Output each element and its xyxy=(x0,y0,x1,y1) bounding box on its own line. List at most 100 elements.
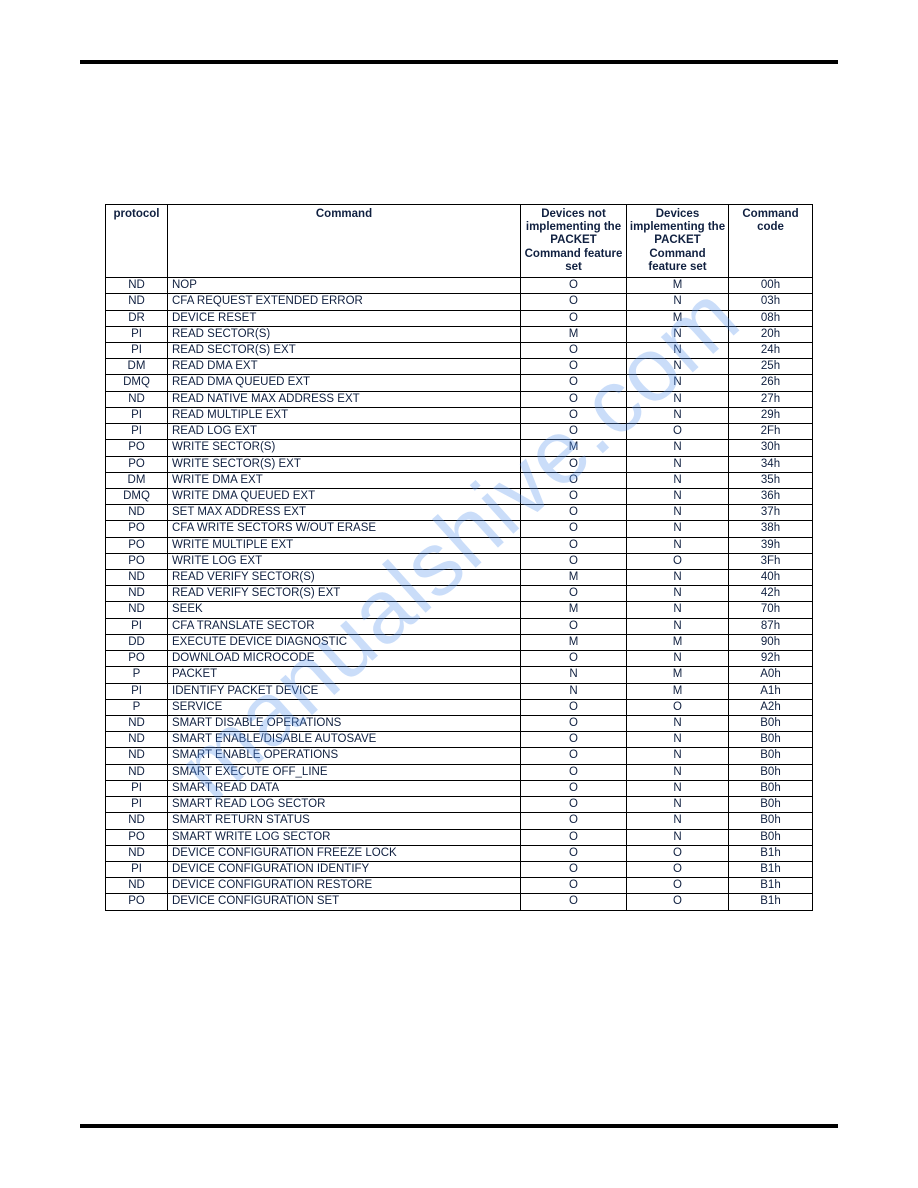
table-row: NDDEVICE CONFIGURATION RESTOREOOB1h xyxy=(106,878,813,894)
cell-dni: O xyxy=(521,813,627,829)
cell-code: 34h xyxy=(729,456,813,472)
cell-code: 25h xyxy=(729,359,813,375)
cell-code: B0h xyxy=(729,716,813,732)
cell-code: 2Fh xyxy=(729,424,813,440)
cell-dni: M xyxy=(521,326,627,342)
cell-dni: N xyxy=(521,683,627,699)
cell-protocol: PO xyxy=(106,829,168,845)
cell-dni: O xyxy=(521,797,627,813)
cell-dni: O xyxy=(521,780,627,796)
cell-dni: O xyxy=(521,278,627,294)
cell-di: N xyxy=(627,342,729,358)
cell-dni: O xyxy=(521,294,627,310)
cell-code: 00h xyxy=(729,278,813,294)
cell-dni: O xyxy=(521,716,627,732)
cell-command: SMART ENABLE/DISABLE AUTOSAVE xyxy=(168,732,521,748)
cell-protocol: ND xyxy=(106,845,168,861)
cell-command: WRITE DMA EXT xyxy=(168,472,521,488)
cell-dni: O xyxy=(521,391,627,407)
cell-di: N xyxy=(627,505,729,521)
cell-code: 40h xyxy=(729,570,813,586)
cell-dni: O xyxy=(521,878,627,894)
cell-code: 37h xyxy=(729,505,813,521)
table-row: NDCFA REQUEST EXTENDED ERRORON03h xyxy=(106,294,813,310)
cell-di: M xyxy=(627,278,729,294)
cell-command: PACKET xyxy=(168,667,521,683)
cell-command: WRITE LOG EXT xyxy=(168,553,521,569)
cell-dni: O xyxy=(521,894,627,910)
cell-command: DOWNLOAD MICROCODE xyxy=(168,651,521,667)
cell-di: N xyxy=(627,813,729,829)
table-row: NDREAD VERIFY SECTOR(S)MN40h xyxy=(106,570,813,586)
cell-code: 36h xyxy=(729,488,813,504)
cell-command: READ LOG EXT xyxy=(168,424,521,440)
cell-dni: M xyxy=(521,570,627,586)
cell-di: N xyxy=(627,407,729,423)
cell-di: M xyxy=(627,667,729,683)
cell-command: READ VERIFY SECTOR(S) xyxy=(168,570,521,586)
cell-dni: O xyxy=(521,375,627,391)
table-wrap: manualshive.com protocol Command Devices… xyxy=(105,204,813,911)
cell-protocol: ND xyxy=(106,586,168,602)
cell-command: READ VERIFY SECTOR(S) EXT xyxy=(168,586,521,602)
cell-code: B0h xyxy=(729,797,813,813)
col-di: Devices implementing the PACKET Command … xyxy=(627,205,729,278)
table-row: DRDEVICE RESETOM08h xyxy=(106,310,813,326)
cell-code: A0h xyxy=(729,667,813,683)
table-row: PIIDENTIFY PACKET DEVICENMA1h xyxy=(106,683,813,699)
cell-code: 90h xyxy=(729,634,813,650)
cell-protocol: ND xyxy=(106,294,168,310)
table-row: NDSMART DISABLE OPERATIONSONB0h xyxy=(106,716,813,732)
cell-di: N xyxy=(627,602,729,618)
cell-code: 35h xyxy=(729,472,813,488)
cell-di: N xyxy=(627,294,729,310)
page: manualshive.com protocol Command Devices… xyxy=(0,0,918,1188)
cell-di: N xyxy=(627,764,729,780)
cell-protocol: ND xyxy=(106,878,168,894)
table-row: NDREAD NATIVE MAX ADDRESS EXTON27h xyxy=(106,391,813,407)
cell-di: N xyxy=(627,326,729,342)
cell-command: SMART READ LOG SECTOR xyxy=(168,797,521,813)
bottom-rule xyxy=(80,1124,838,1128)
table-row: PIREAD MULTIPLE EXTON29h xyxy=(106,407,813,423)
table-row: NDNOPOM00h xyxy=(106,278,813,294)
cell-dni: O xyxy=(521,829,627,845)
cell-di: N xyxy=(627,586,729,602)
cell-dni: O xyxy=(521,456,627,472)
cell-protocol: PI xyxy=(106,424,168,440)
cell-command: SMART READ DATA xyxy=(168,780,521,796)
cell-code: 03h xyxy=(729,294,813,310)
cell-protocol: DM xyxy=(106,359,168,375)
cell-dni: O xyxy=(521,764,627,780)
cell-command: DEVICE CONFIGURATION IDENTIFY xyxy=(168,861,521,877)
cell-command: CFA WRITE SECTORS W/OUT ERASE xyxy=(168,521,521,537)
cell-di: O xyxy=(627,861,729,877)
table-row: DMWRITE DMA EXTON35h xyxy=(106,472,813,488)
cell-di: N xyxy=(627,456,729,472)
cell-code: 3Fh xyxy=(729,553,813,569)
col-command: Command xyxy=(168,205,521,278)
table-row: POWRITE MULTIPLE EXTON39h xyxy=(106,537,813,553)
cell-di: N xyxy=(627,521,729,537)
cell-command: SMART EXECUTE OFF_LINE xyxy=(168,764,521,780)
table-header-row: protocol Command Devices not implementin… xyxy=(106,205,813,278)
cell-protocol: PO xyxy=(106,651,168,667)
cell-di: N xyxy=(627,488,729,504)
cell-command: SMART ENABLE OPERATIONS xyxy=(168,748,521,764)
cell-protocol: PO xyxy=(106,456,168,472)
cell-protocol: PO xyxy=(106,440,168,456)
cell-command: SET MAX ADDRESS EXT xyxy=(168,505,521,521)
table-row: NDSMART EXECUTE OFF_LINEONB0h xyxy=(106,764,813,780)
cell-code: B1h xyxy=(729,845,813,861)
cell-dni: M xyxy=(521,634,627,650)
cell-code: 30h xyxy=(729,440,813,456)
cell-protocol: PI xyxy=(106,861,168,877)
table-row: POWRITE LOG EXTOO3Fh xyxy=(106,553,813,569)
cell-di: M xyxy=(627,683,729,699)
table-row: NDSET MAX ADDRESS EXTON37h xyxy=(106,505,813,521)
table-row: PISMART READ DATAONB0h xyxy=(106,780,813,796)
cell-code: 38h xyxy=(729,521,813,537)
cell-protocol: ND xyxy=(106,391,168,407)
cell-protocol: ND xyxy=(106,716,168,732)
cell-dni: O xyxy=(521,407,627,423)
